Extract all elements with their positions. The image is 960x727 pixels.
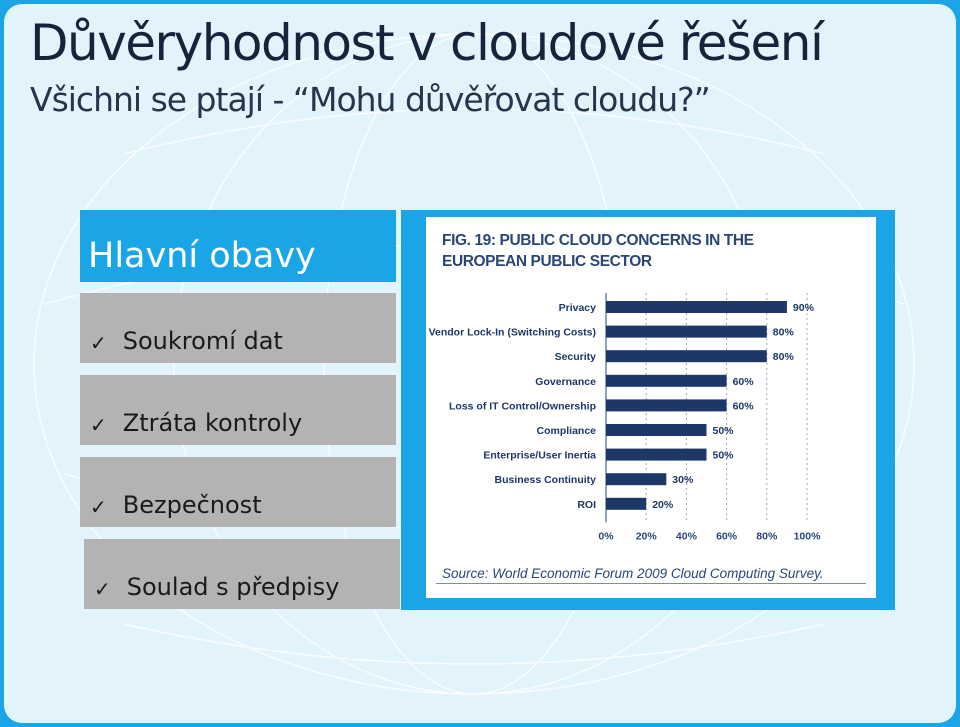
value-label: 80% <box>773 327 795 339</box>
concern-label: Soulad s předpisy <box>126 573 340 601</box>
category-label: Enterprise/User Inertia <box>483 450 596 462</box>
checkmark-icon: ✓ <box>90 413 107 437</box>
checkmark-icon: ✓ <box>90 495 107 519</box>
bar <box>606 325 767 338</box>
value-label: 30% <box>672 474 694 486</box>
value-label: 20% <box>652 499 674 511</box>
concern-label: Soukromí dat <box>122 327 283 355</box>
category-label: Loss of IT Control/Ownership <box>449 400 596 412</box>
concern-label: Bezpečnost <box>122 491 262 519</box>
chart-title: FIG. 19: PUBLIC CLOUD CONCERNS IN THE EU… <box>442 232 754 270</box>
slide-title: Důvěryhodnost v cloudové řešení <box>30 14 824 72</box>
value-label: 80% <box>773 351 795 363</box>
x-tick-label: 80% <box>756 530 778 542</box>
bar <box>606 301 787 313</box>
concern-item-privacy: ✓ Soukromí dat <box>80 293 396 363</box>
x-tick-label: 40% <box>676 530 698 542</box>
concerns-heading: Hlavní obavy <box>80 210 396 282</box>
category-label: Compliance <box>536 425 596 437</box>
x-tick-label: 20% <box>636 530 658 542</box>
concern-label: Ztráta kontroly <box>122 409 303 437</box>
bar <box>606 374 727 387</box>
category-label: Security <box>555 351 597 363</box>
x-tick-label: 60% <box>716 530 738 542</box>
bar <box>606 473 667 486</box>
concern-item-security: ✓ Bezpečnost <box>80 457 396 527</box>
bar <box>606 448 707 461</box>
category-label: ROI <box>577 499 596 511</box>
category-label: Governance <box>535 376 596 388</box>
value-label: 60% <box>733 376 755 388</box>
source-divider <box>436 583 866 584</box>
bar <box>606 424 707 436</box>
value-label: 50% <box>713 425 735 437</box>
concern-item-control: ✓ Ztráta kontroly <box>80 375 396 445</box>
checkmark-icon: ✓ <box>94 577 111 601</box>
x-tick-label: 100% <box>794 530 822 542</box>
concerns-bar-chart: 0% 20% 40% 60% 80% 100% Privacy 90% Vendor Lock-… <box>429 293 822 542</box>
category-label: Vendor Lock-In (Switching Costs) <box>429 327 596 339</box>
bar <box>606 399 727 412</box>
value-label: 90% <box>793 302 815 314</box>
bar <box>606 497 647 510</box>
category-label: Privacy <box>559 302 597 314</box>
value-label: 60% <box>733 400 755 412</box>
value-label: 50% <box>713 450 735 462</box>
checkmark-icon: ✓ <box>90 331 107 355</box>
concern-item-compliance: ✓ Soulad s předpisy <box>84 539 400 609</box>
slide-subtitle: Všichni se ptají - “Mohu důvěřovat cloud… <box>30 80 711 119</box>
chart-source: Source: World Economic Forum 2009 Cloud … <box>442 566 824 581</box>
bar <box>606 350 767 363</box>
x-tick-label: 0% <box>598 530 614 542</box>
category-label: Business Continuity <box>494 474 596 486</box>
